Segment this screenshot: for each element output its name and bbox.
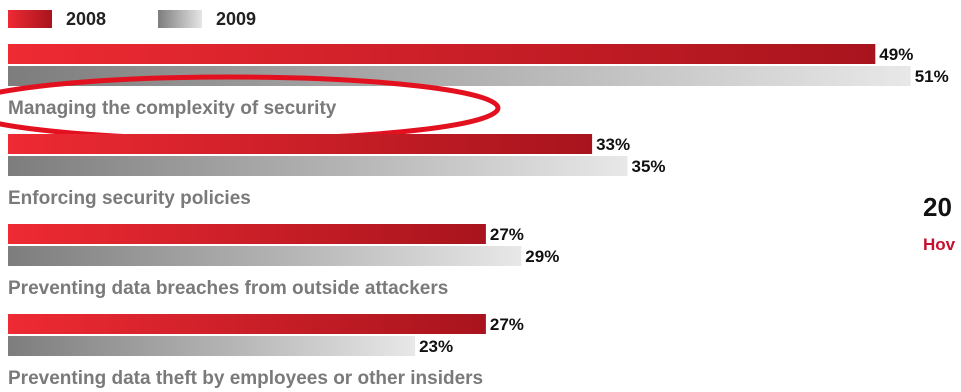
data-label-2009-enforcing-security-policies: 35% — [632, 157, 666, 176]
legend-label-2008: 2008 — [66, 8, 107, 29]
legend-swatch-2009 — [158, 10, 202, 28]
data-label-2009-preventing-data-theft-by-employees-or-other-insiders: 23% — [419, 337, 453, 356]
side-subtitle-fragment: Hov — [923, 235, 956, 254]
side-title-fragment: 20 — [923, 192, 952, 222]
legend-item-2009: 2009 — [158, 8, 256, 30]
data-label-2008-preventing-data-theft-by-employees-or-other-insiders: 27% — [490, 315, 524, 334]
data-label-2008-managing-the-complexity-of-security: 49% — [879, 45, 913, 64]
category-label-preventing-data-theft-by-employees-or-other-insiders: Preventing data theft by employees or ot… — [8, 368, 483, 389]
bar-2008-enforcing-security-policies — [8, 134, 593, 154]
bar-2008-preventing-data-breaches-from-outside-attackers — [8, 224, 486, 244]
data-label-2009-managing-the-complexity-of-security: 51% — [915, 67, 949, 86]
bar-2009-preventing-data-breaches-from-outside-attackers — [8, 246, 522, 266]
legend-item-2008: 2008 — [8, 8, 106, 30]
legend-label-2009: 2009 — [216, 8, 257, 29]
legend-swatch-2008 — [8, 10, 52, 28]
data-label-2008-enforcing-security-policies: 33% — [596, 135, 630, 154]
bar-2008-preventing-data-theft-by-employees-or-other-insiders — [8, 314, 486, 334]
data-label-2008-preventing-data-breaches-from-outside-attackers: 27% — [490, 225, 524, 244]
category-label-enforcing-security-policies: Enforcing security policies — [8, 188, 251, 209]
bar-2009-enforcing-security-policies — [8, 156, 628, 176]
category-label-preventing-data-breaches-from-outside-attackers: Preventing data breaches from outside at… — [8, 278, 448, 299]
category-label-managing-the-complexity-of-security: Managing the complexity of security — [8, 98, 337, 119]
bar-2009-preventing-data-theft-by-employees-or-other-insiders — [8, 336, 416, 356]
data-label-2009-preventing-data-breaches-from-outside-attackers: 29% — [525, 247, 559, 266]
bar-2009-managing-the-complexity-of-security — [8, 66, 911, 86]
bar-2008-managing-the-complexity-of-security — [8, 44, 876, 64]
